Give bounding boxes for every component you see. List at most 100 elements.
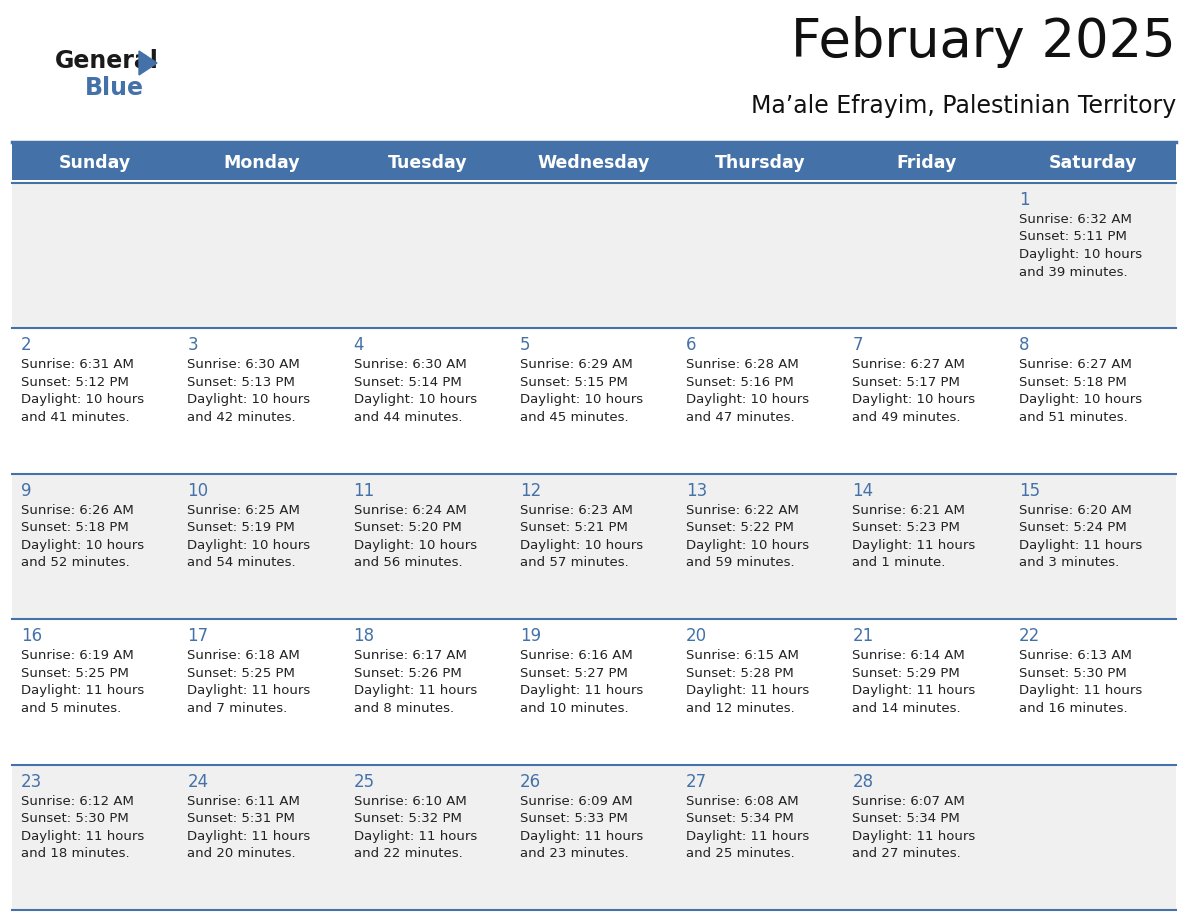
Text: Wednesday: Wednesday: [538, 153, 650, 172]
Text: 6: 6: [687, 336, 696, 354]
Text: 12: 12: [520, 482, 541, 499]
Text: Sunrise: 6:10 AM: Sunrise: 6:10 AM: [354, 795, 467, 808]
Text: Daylight: 11 hours: Daylight: 11 hours: [520, 684, 643, 697]
Text: Daylight: 11 hours: Daylight: 11 hours: [1019, 684, 1142, 697]
Text: Sunset: 5:30 PM: Sunset: 5:30 PM: [1019, 666, 1126, 679]
Text: Sunset: 5:18 PM: Sunset: 5:18 PM: [21, 521, 128, 534]
Text: Daylight: 11 hours: Daylight: 11 hours: [853, 830, 975, 843]
Text: Sunrise: 6:19 AM: Sunrise: 6:19 AM: [21, 649, 134, 662]
Polygon shape: [139, 51, 157, 75]
Text: Sunset: 5:18 PM: Sunset: 5:18 PM: [1019, 375, 1126, 389]
Text: and 5 minutes.: and 5 minutes.: [21, 701, 121, 715]
Text: Daylight: 10 hours: Daylight: 10 hours: [687, 539, 809, 552]
Text: Sunset: 5:26 PM: Sunset: 5:26 PM: [354, 666, 461, 679]
Text: and 18 minutes.: and 18 minutes.: [21, 847, 129, 860]
Text: 26: 26: [520, 773, 541, 790]
Text: 23: 23: [21, 773, 43, 790]
Text: Sunset: 5:14 PM: Sunset: 5:14 PM: [354, 375, 461, 389]
Text: Sunset: 5:34 PM: Sunset: 5:34 PM: [687, 812, 794, 825]
Text: 2: 2: [21, 336, 32, 354]
Text: and 49 minutes.: and 49 minutes.: [853, 411, 961, 424]
Text: Daylight: 10 hours: Daylight: 10 hours: [520, 539, 643, 552]
Text: Sunset: 5:15 PM: Sunset: 5:15 PM: [520, 375, 627, 389]
Text: Daylight: 11 hours: Daylight: 11 hours: [1019, 539, 1142, 552]
Text: Daylight: 10 hours: Daylight: 10 hours: [687, 394, 809, 407]
Bar: [12, 620, 1176, 765]
Text: Sunset: 5:19 PM: Sunset: 5:19 PM: [188, 521, 295, 534]
Bar: [12, 329, 1176, 474]
Text: and 8 minutes.: and 8 minutes.: [354, 701, 454, 715]
Bar: [12, 183, 1176, 329]
Text: 15: 15: [1019, 482, 1040, 499]
Text: Sunrise: 6:08 AM: Sunrise: 6:08 AM: [687, 795, 798, 808]
Text: Sunrise: 6:25 AM: Sunrise: 6:25 AM: [188, 504, 301, 517]
Text: and 7 minutes.: and 7 minutes.: [188, 701, 287, 715]
Text: Daylight: 10 hours: Daylight: 10 hours: [354, 394, 476, 407]
Text: Sunrise: 6:14 AM: Sunrise: 6:14 AM: [853, 649, 965, 662]
Text: 17: 17: [188, 627, 208, 645]
Text: Daylight: 11 hours: Daylight: 11 hours: [354, 830, 476, 843]
Text: and 23 minutes.: and 23 minutes.: [520, 847, 628, 860]
Text: Sunset: 5:25 PM: Sunset: 5:25 PM: [21, 666, 128, 679]
Text: 19: 19: [520, 627, 541, 645]
Text: 21: 21: [853, 627, 873, 645]
Bar: [1010, 142, 1176, 180]
Text: 18: 18: [354, 627, 374, 645]
Text: and 16 minutes.: and 16 minutes.: [1019, 701, 1127, 715]
Text: and 1 minute.: and 1 minute.: [853, 556, 946, 569]
Text: and 25 minutes.: and 25 minutes.: [687, 847, 795, 860]
Text: Sunrise: 6:21 AM: Sunrise: 6:21 AM: [853, 504, 966, 517]
Text: Sunrise: 6:17 AM: Sunrise: 6:17 AM: [354, 649, 467, 662]
Text: 13: 13: [687, 482, 707, 499]
Text: and 42 minutes.: and 42 minutes.: [188, 411, 296, 424]
Text: 9: 9: [21, 482, 32, 499]
Text: 11: 11: [354, 482, 375, 499]
Text: Sunrise: 6:31 AM: Sunrise: 6:31 AM: [21, 358, 134, 372]
Text: Daylight: 11 hours: Daylight: 11 hours: [21, 830, 144, 843]
Text: Sunset: 5:27 PM: Sunset: 5:27 PM: [520, 666, 627, 679]
Text: Sunrise: 6:15 AM: Sunrise: 6:15 AM: [687, 649, 800, 662]
Text: 5: 5: [520, 336, 530, 354]
Text: Sunset: 5:33 PM: Sunset: 5:33 PM: [520, 812, 627, 825]
Text: Sunset: 5:12 PM: Sunset: 5:12 PM: [21, 375, 128, 389]
Text: Sunrise: 6:32 AM: Sunrise: 6:32 AM: [1019, 213, 1132, 226]
Text: Daylight: 10 hours: Daylight: 10 hours: [188, 394, 310, 407]
Text: Tuesday: Tuesday: [388, 153, 468, 172]
Text: and 41 minutes.: and 41 minutes.: [21, 411, 129, 424]
Text: Sunrise: 6:07 AM: Sunrise: 6:07 AM: [853, 795, 965, 808]
Text: Sunset: 5:25 PM: Sunset: 5:25 PM: [188, 666, 295, 679]
Text: Sunrise: 6:20 AM: Sunrise: 6:20 AM: [1019, 504, 1131, 517]
Text: and 44 minutes.: and 44 minutes.: [354, 411, 462, 424]
Text: Sunset: 5:31 PM: Sunset: 5:31 PM: [188, 812, 295, 825]
Text: Monday: Monday: [223, 153, 299, 172]
Bar: [178, 142, 345, 180]
Text: Sunrise: 6:16 AM: Sunrise: 6:16 AM: [520, 649, 632, 662]
Text: Daylight: 11 hours: Daylight: 11 hours: [687, 684, 809, 697]
Text: 25: 25: [354, 773, 374, 790]
Text: Sunrise: 6:23 AM: Sunrise: 6:23 AM: [520, 504, 633, 517]
Bar: [843, 142, 1010, 180]
Text: Daylight: 11 hours: Daylight: 11 hours: [853, 684, 975, 697]
Text: Sunrise: 6:26 AM: Sunrise: 6:26 AM: [21, 504, 134, 517]
Text: 14: 14: [853, 482, 873, 499]
Text: and 10 minutes.: and 10 minutes.: [520, 701, 628, 715]
Text: Friday: Friday: [897, 153, 956, 172]
Text: 3: 3: [188, 336, 198, 354]
Text: Sunset: 5:22 PM: Sunset: 5:22 PM: [687, 521, 794, 534]
Text: Blue: Blue: [86, 76, 144, 100]
Text: Sunrise: 6:30 AM: Sunrise: 6:30 AM: [354, 358, 467, 372]
Text: and 52 minutes.: and 52 minutes.: [21, 556, 129, 569]
Bar: [511, 142, 677, 180]
Text: Sunset: 5:20 PM: Sunset: 5:20 PM: [354, 521, 461, 534]
Text: and 56 minutes.: and 56 minutes.: [354, 556, 462, 569]
Text: Sunrise: 6:28 AM: Sunrise: 6:28 AM: [687, 358, 798, 372]
Text: Daylight: 10 hours: Daylight: 10 hours: [1019, 248, 1142, 261]
Text: 4: 4: [354, 336, 364, 354]
Text: Sunset: 5:28 PM: Sunset: 5:28 PM: [687, 666, 794, 679]
Bar: [12, 474, 1176, 620]
Text: 7: 7: [853, 336, 862, 354]
Text: Sunset: 5:17 PM: Sunset: 5:17 PM: [853, 375, 960, 389]
Text: and 39 minutes.: and 39 minutes.: [1019, 265, 1127, 278]
Text: Sunset: 5:11 PM: Sunset: 5:11 PM: [1019, 230, 1126, 243]
Text: Sunset: 5:34 PM: Sunset: 5:34 PM: [853, 812, 960, 825]
